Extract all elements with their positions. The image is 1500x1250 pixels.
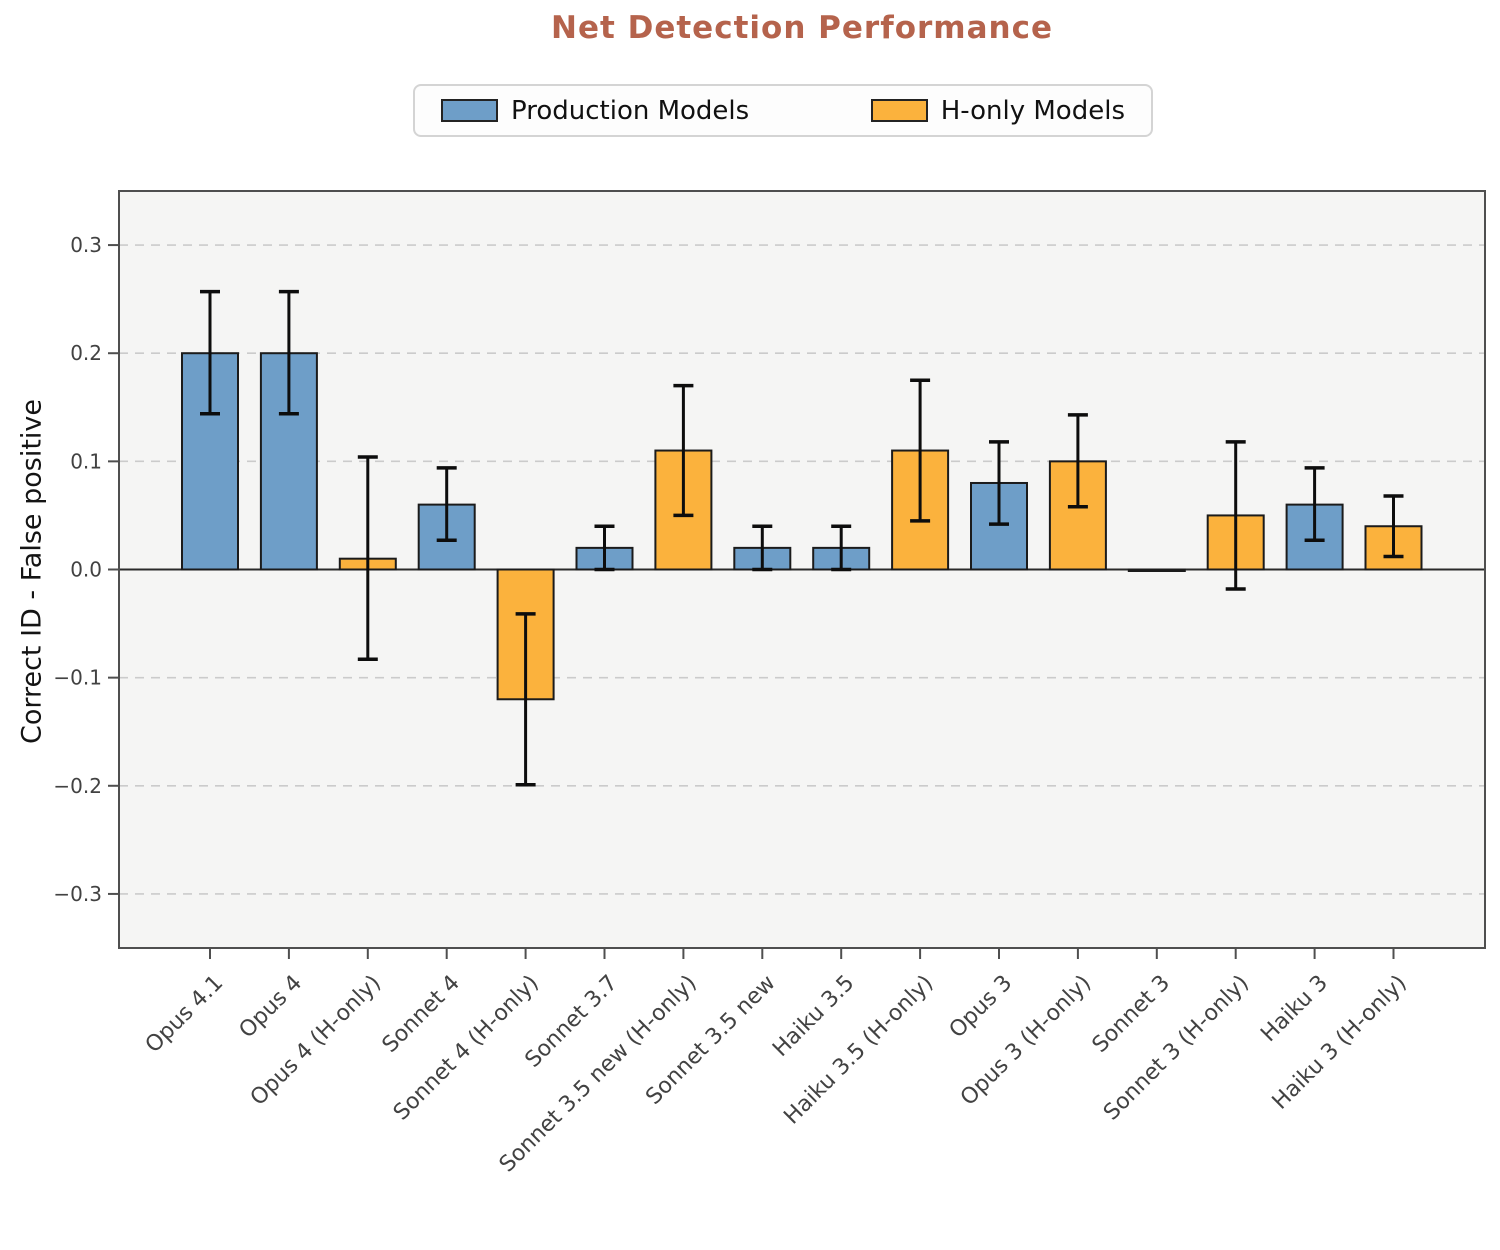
legend-label-production-models: Production Models (511, 95, 750, 126)
y-tick-label: 0.0 (70, 558, 102, 582)
bar-opus-4 (259, 352, 318, 571)
y-tick-label: 0.1 (70, 449, 102, 473)
legend-item-production-models: Production Models (441, 96, 749, 126)
bar-sonnet-3 (1127, 568, 1186, 572)
legend-item-h-only-models: H-only Models (870, 95, 1125, 126)
x-tick-label: Opus 4 (235, 971, 308, 1044)
x-tick-label: Haiku 3.5 (H-only) (779, 971, 938, 1130)
legend-label-h-only-models: H-only Models (940, 95, 1125, 126)
h-only-models-swatch-icon (870, 99, 928, 122)
x-tick-label: Opus 4.1 (141, 971, 228, 1058)
y-tick-label: −0.2 (53, 774, 102, 798)
x-tick-label: Haiku 3 (H-only) (1268, 971, 1412, 1115)
y-tick-label: −0.3 (53, 882, 102, 906)
x-tick-label: Opus 3 (945, 971, 1018, 1044)
x-tick-label: Sonnet 3 (H-only) (1099, 971, 1254, 1126)
x-tick-label: Opus 4 (H-only) (246, 971, 386, 1111)
x-tick-label: Opus 3 (H-only) (956, 971, 1096, 1111)
y-tick-label: 0.2 (70, 341, 102, 365)
legend: Production Models H-only Models (413, 84, 1153, 137)
y-tick-label: 0.3 (70, 233, 102, 257)
x-tick-label: Haiku 3 (1256, 971, 1332, 1047)
x-tick-label: Sonnet 4 (H-only) (389, 971, 544, 1126)
production-models-swatch-icon (441, 99, 498, 122)
y-tick-label: −0.1 (53, 666, 102, 690)
chart-title: Net Detection Performance (551, 10, 1053, 46)
